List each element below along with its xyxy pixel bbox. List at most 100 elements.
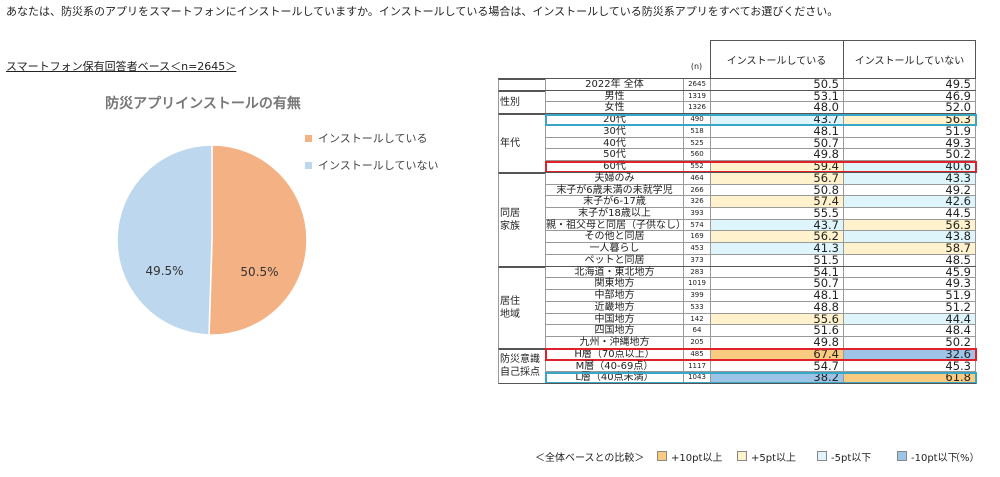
value-cell: 58.7 <box>843 242 976 255</box>
group-label: 居住 <box>500 295 520 307</box>
question: あなたは、防災系のアプリをスマートフォンにインストールしていますか。インストール… <box>6 5 839 18</box>
row-label: 四国地方 <box>545 325 683 338</box>
value-cell: 43.8 <box>843 231 976 244</box>
pie-slice <box>208 144 308 336</box>
value-cell: 51.2 <box>843 301 976 314</box>
n-cell: 393 <box>683 208 710 220</box>
group-cell <box>498 172 545 267</box>
value-cell: 43.7 <box>710 219 843 232</box>
column-header: インストールしていない <box>854 56 965 67</box>
legend-swatch <box>305 135 312 142</box>
group-label: 自己採点 <box>500 367 540 379</box>
row-label: 中部地方 <box>545 290 683 302</box>
value-cell: 49.3 <box>843 278 976 291</box>
group-cell <box>498 90 545 115</box>
value-cell: 49.2 <box>843 184 976 197</box>
value-cell: 50.7 <box>710 137 843 150</box>
value-cell: 56.3 <box>843 219 976 232</box>
value-cell: 54.1 <box>710 266 843 279</box>
legend-swatch <box>897 451 907 461</box>
pie-slice <box>116 144 213 336</box>
n-cell: 1019 <box>683 278 710 291</box>
value-cell: 45.3 <box>843 360 976 373</box>
n-cell: 560 <box>683 149 710 162</box>
value-cell: 48.1 <box>710 289 843 302</box>
n-cell: 533 <box>683 301 710 314</box>
group-label: 性別 <box>500 96 520 108</box>
group-rule <box>545 265 976 267</box>
value-cell: 45.9 <box>843 266 976 279</box>
value-cell: 51.6 <box>710 325 843 338</box>
row-label: 30代 <box>545 125 683 138</box>
n-cell: 64 <box>683 325 710 338</box>
group-rule <box>545 382 976 384</box>
group-label: 同居 <box>500 207 520 219</box>
legend-swatch <box>305 162 312 169</box>
value-cell: 48.8 <box>710 301 843 314</box>
n-cell: 518 <box>683 125 710 138</box>
value-cell: 51.9 <box>843 125 976 138</box>
value-cell: 41.3 <box>710 242 843 255</box>
value-cell: 48.1 <box>710 125 843 138</box>
row-label: 末子が6-17歳 <box>545 196 683 209</box>
legend-label: -5pt以下 <box>831 453 872 464</box>
n-cell: 283 <box>683 266 710 279</box>
group-cell <box>498 114 545 173</box>
pie-chart: 防災アプリインストールの有無 50.5% インストールしている 49.5% インストー… <box>105 95 438 336</box>
group-cell <box>498 266 545 349</box>
row-label: 末子が18歳以上 <box>545 208 683 220</box>
group-rule <box>545 171 976 173</box>
chart-title: 防災アプリインストールの有無 <box>105 95 301 112</box>
legend-unit: （%） <box>950 453 980 464</box>
value-cell: 56.2 <box>710 231 843 244</box>
row-label: 北海道・東北地方 <box>545 266 683 279</box>
value-cell: 54.7 <box>710 360 843 373</box>
legend-label: +10pt以上 <box>671 453 723 464</box>
legend-label: -10pt以下 <box>911 453 958 464</box>
value-cell: 49.3 <box>843 137 976 150</box>
row-outline <box>545 348 977 361</box>
n-header: (n) <box>690 62 703 71</box>
row-label: 男性 <box>545 90 683 103</box>
value-cell: 57.4 <box>710 196 843 209</box>
group-label: 防災意識 <box>500 354 540 366</box>
value-cell: 51.9 <box>843 289 976 302</box>
row-label: 50代 <box>545 149 683 162</box>
n-cell: 399 <box>683 290 710 302</box>
row-label: M層（40-69点） <box>545 360 683 373</box>
row-label: その他と同居 <box>545 231 683 244</box>
row-label: 関東地方 <box>545 278 683 291</box>
value-cell: 50.8 <box>710 184 843 197</box>
base-label: スマートフォン保有回答者ベース＜n=2645＞ <box>6 60 237 73</box>
header-divider <box>843 40 844 79</box>
n-cell: 326 <box>683 196 710 209</box>
legend-swatch <box>737 451 747 461</box>
row-label: 40代 <box>545 137 683 150</box>
value-cell: 53.1 <box>710 90 843 103</box>
group-label: 地域 <box>500 308 520 320</box>
group-rule <box>545 89 976 91</box>
group-label: 家族 <box>500 220 520 232</box>
group-cell <box>498 348 545 384</box>
legend-label: +5pt以上 <box>751 453 797 464</box>
n-cell: 464 <box>683 172 710 185</box>
legend-swatch <box>817 451 827 461</box>
row-outline <box>545 113 977 127</box>
legend-label: インストールしている <box>318 132 427 145</box>
value-cell: 42.6 <box>843 196 976 209</box>
value-cell: 48.4 <box>843 325 976 338</box>
group-label: 年代 <box>500 138 520 149</box>
legend-label: インストールしていない <box>318 159 438 172</box>
n-cell: 525 <box>683 137 710 150</box>
legend-swatch <box>657 451 667 461</box>
group-cell <box>498 79 545 91</box>
value-cell: 44.5 <box>843 207 976 220</box>
value-cell: 55.6 <box>710 313 843 326</box>
value-cell: 43.3 <box>843 172 976 185</box>
row-label: 中国地方 <box>545 313 683 326</box>
slice-label: 50.5% <box>240 265 278 279</box>
row-label: 夫婦のみ <box>545 172 683 185</box>
n-cell: 169 <box>683 231 710 244</box>
n-cell: 453 <box>683 243 710 255</box>
row-label: 一人暮らし <box>545 243 683 255</box>
